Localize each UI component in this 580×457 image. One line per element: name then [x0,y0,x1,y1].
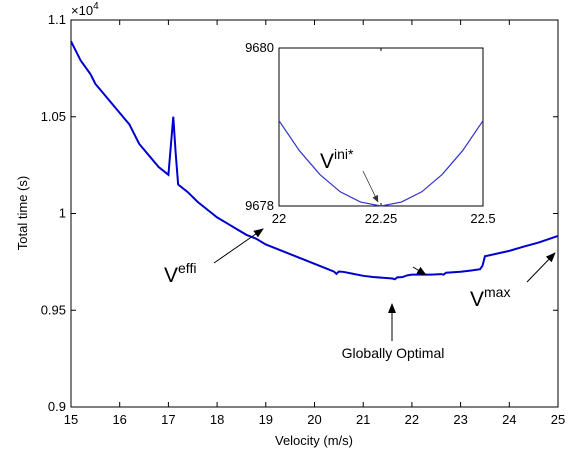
annotation-v-max: Vmax [470,252,556,311]
x-axis-label: Velocity (m/s) [275,433,353,448]
main-tick-marks [70,19,559,408]
main-ytick-label-2: 1 [59,206,66,221]
main-y-tick-labels: 0.9 0.95 1 1.05 1.1 [41,12,66,414]
main-xtick-label-8: 23 [453,412,467,427]
main-xtick-label-4: 19 [259,412,273,427]
main-series-line [70,40,559,281]
main-xtick-label-6: 21 [356,412,370,427]
inset-xtick-label-0: 22 [272,211,286,226]
main-ytick-label-4: 1.1 [48,12,66,27]
main-xtick-label-3: 18 [210,412,224,427]
inset-ytick-label-1: 9680 [245,40,274,55]
inset-tick-marks [278,47,484,207]
inset-x-tick-labels: 22 22.25 22.5 [272,211,496,226]
main-xtick-label-10: 25 [551,412,565,427]
main-ytick-label-1: 0.95 [41,302,66,317]
main-xtick-label-1: 16 [112,412,126,427]
inset-plot-frame [278,47,484,207]
main-xtick-label-7: 22 [405,412,419,427]
annotation-v-ini: Vini* [320,146,379,203]
inset-y-tick-labels: 9678 9680 [245,40,274,213]
svg-text:Veffi: Veffi [164,260,196,287]
annotation-globally-optimal: Globally Optimal [342,303,445,361]
y-axis-label: Total time (s) [15,176,30,250]
y-exponent-power: 4 [93,1,99,12]
inset-ytick-label-0: 9678 [245,198,274,213]
svg-text:Vmax: Vmax [470,284,510,311]
annotation-zoom-region [412,266,427,276]
main-ytick-label-3: 1.05 [41,109,66,124]
main-x-tick-labels: 15 16 17 18 19 20 21 22 23 24 25 [64,412,565,427]
inset-xtick-label-1: 22.25 [365,211,398,226]
svg-text:Vini*: Vini* [320,146,354,173]
main-xtick-label-5: 20 [307,412,321,427]
svg-text:Globally Optimal: Globally Optimal [342,345,445,361]
main-xtick-label-2: 17 [161,412,175,427]
annotation-v-effi: Veffi [164,228,264,287]
main-ytick-label-0: 0.9 [48,399,66,414]
inset-xtick-label-2: 22.5 [470,211,495,226]
inset-series-line [278,120,484,207]
main-xtick-label-9: 24 [502,412,516,427]
main-xtick-label-0: 15 [64,412,78,427]
y-exponent-label: ×104 [71,1,99,18]
